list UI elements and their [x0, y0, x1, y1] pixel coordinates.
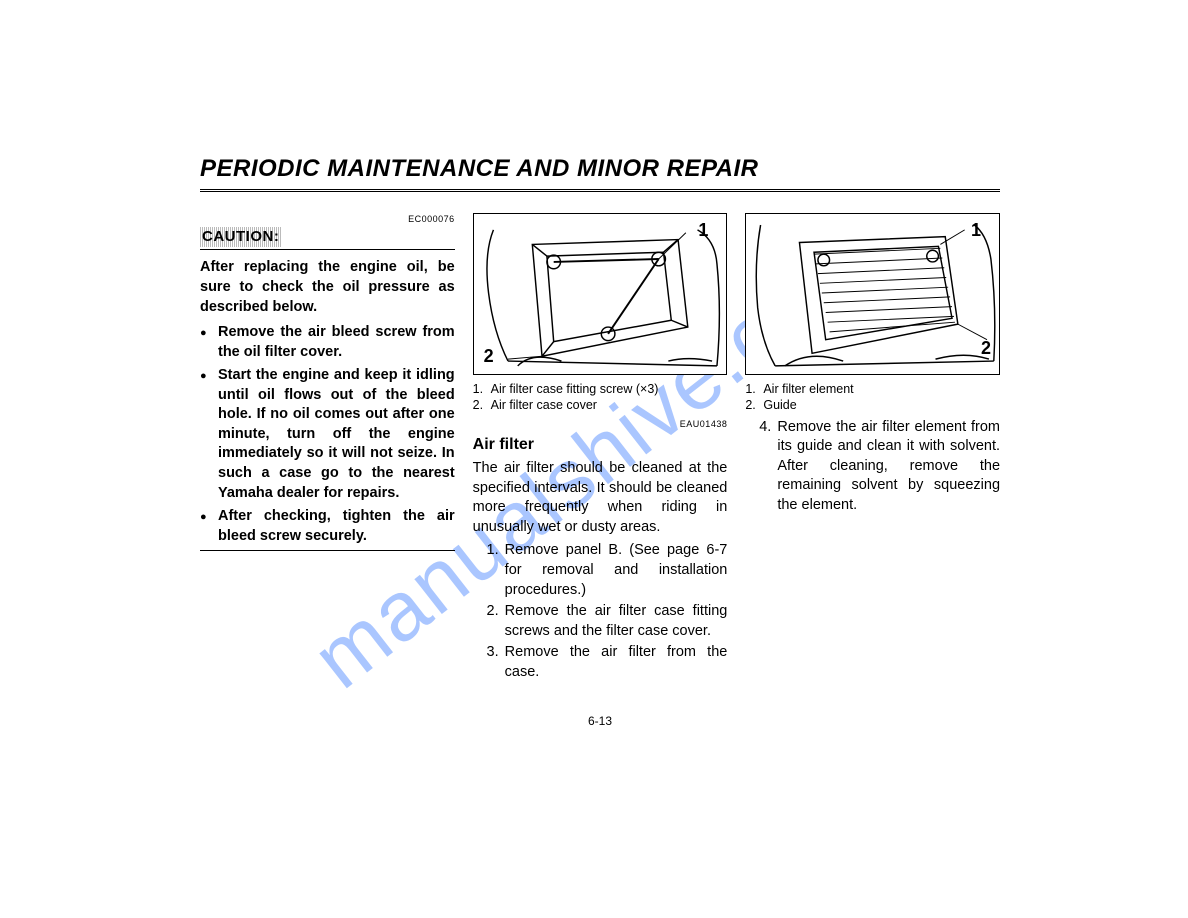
doc-code: EC000076 [200, 213, 455, 225]
caution-intro: After replacing the engine oil, be sure … [200, 258, 455, 317]
caption-num: 1. [745, 381, 763, 397]
callout-1: 1 [698, 218, 708, 242]
caption-num: 1. [473, 381, 491, 397]
bullet-item: Start the engine and keep it idling unti… [218, 366, 455, 503]
figure-caption: 1.Air filter case fitting screw (×3) 2.A… [473, 381, 728, 414]
caption-num: 2. [745, 397, 763, 413]
figure-caption: 1.Air filter element 2.Guide [745, 381, 1000, 414]
page-title: PERIODIC MAINTENANCE AND MINOR REPAIR [200, 155, 1000, 183]
body-text: The air filter should be cleaned at the … [473, 459, 728, 537]
column-middle: 1 2 1.Air filter case fitting screw (×3)… [473, 213, 728, 684]
diagram-icon [746, 214, 999, 374]
section-heading: Air filter [473, 434, 728, 456]
step-item: Remove the air filter case fitting screw… [503, 602, 728, 641]
column-left: EC000076 CAUTION: After replacing the en… [200, 213, 455, 684]
step-item: Remove the air filter from the case. [503, 643, 728, 682]
callout-2: 2 [484, 344, 494, 368]
bullet-item: Remove the air bleed screw from the oil … [218, 323, 455, 362]
caution-bullets: Remove the air bleed screw from the oil … [200, 323, 455, 546]
section-divider [200, 550, 455, 551]
page-number: 6-13 [200, 714, 1000, 728]
step-item: Remove the air filter element from its g… [775, 418, 1000, 516]
figure-air-filter-element: 1 2 [745, 213, 1000, 375]
caption-text: Air filter case cover [491, 397, 597, 413]
doc-code: EAU01438 [473, 418, 728, 430]
callout-1: 1 [971, 218, 981, 242]
procedure-steps-continued: Remove the air filter element from its g… [745, 418, 1000, 516]
bullet-item: After checking, tighten the air bleed sc… [218, 507, 455, 546]
column-right: 1 2 1.Air filter element 2.Guide Remove … [745, 213, 1000, 684]
diagram-icon [474, 214, 727, 374]
caution-label: CAUTION: [200, 227, 281, 247]
caption-text: Guide [763, 397, 796, 413]
step-item: Remove panel B. (See page 6-7 for remova… [503, 541, 728, 600]
caution-header: CAUTION: [200, 227, 455, 250]
caption-text: Air filter element [763, 381, 853, 397]
title-divider [200, 189, 1000, 193]
caption-num: 2. [473, 397, 491, 413]
manual-page: PERIODIC MAINTENANCE AND MINOR REPAIR EC… [200, 155, 1000, 728]
procedure-steps: Remove panel B. (See page 6-7 for remova… [473, 541, 728, 682]
callout-2: 2 [981, 336, 991, 360]
caption-text: Air filter case fitting screw (×3) [491, 381, 659, 397]
content-columns: EC000076 CAUTION: After replacing the en… [200, 213, 1000, 684]
figure-air-filter-case: 1 2 [473, 213, 728, 375]
